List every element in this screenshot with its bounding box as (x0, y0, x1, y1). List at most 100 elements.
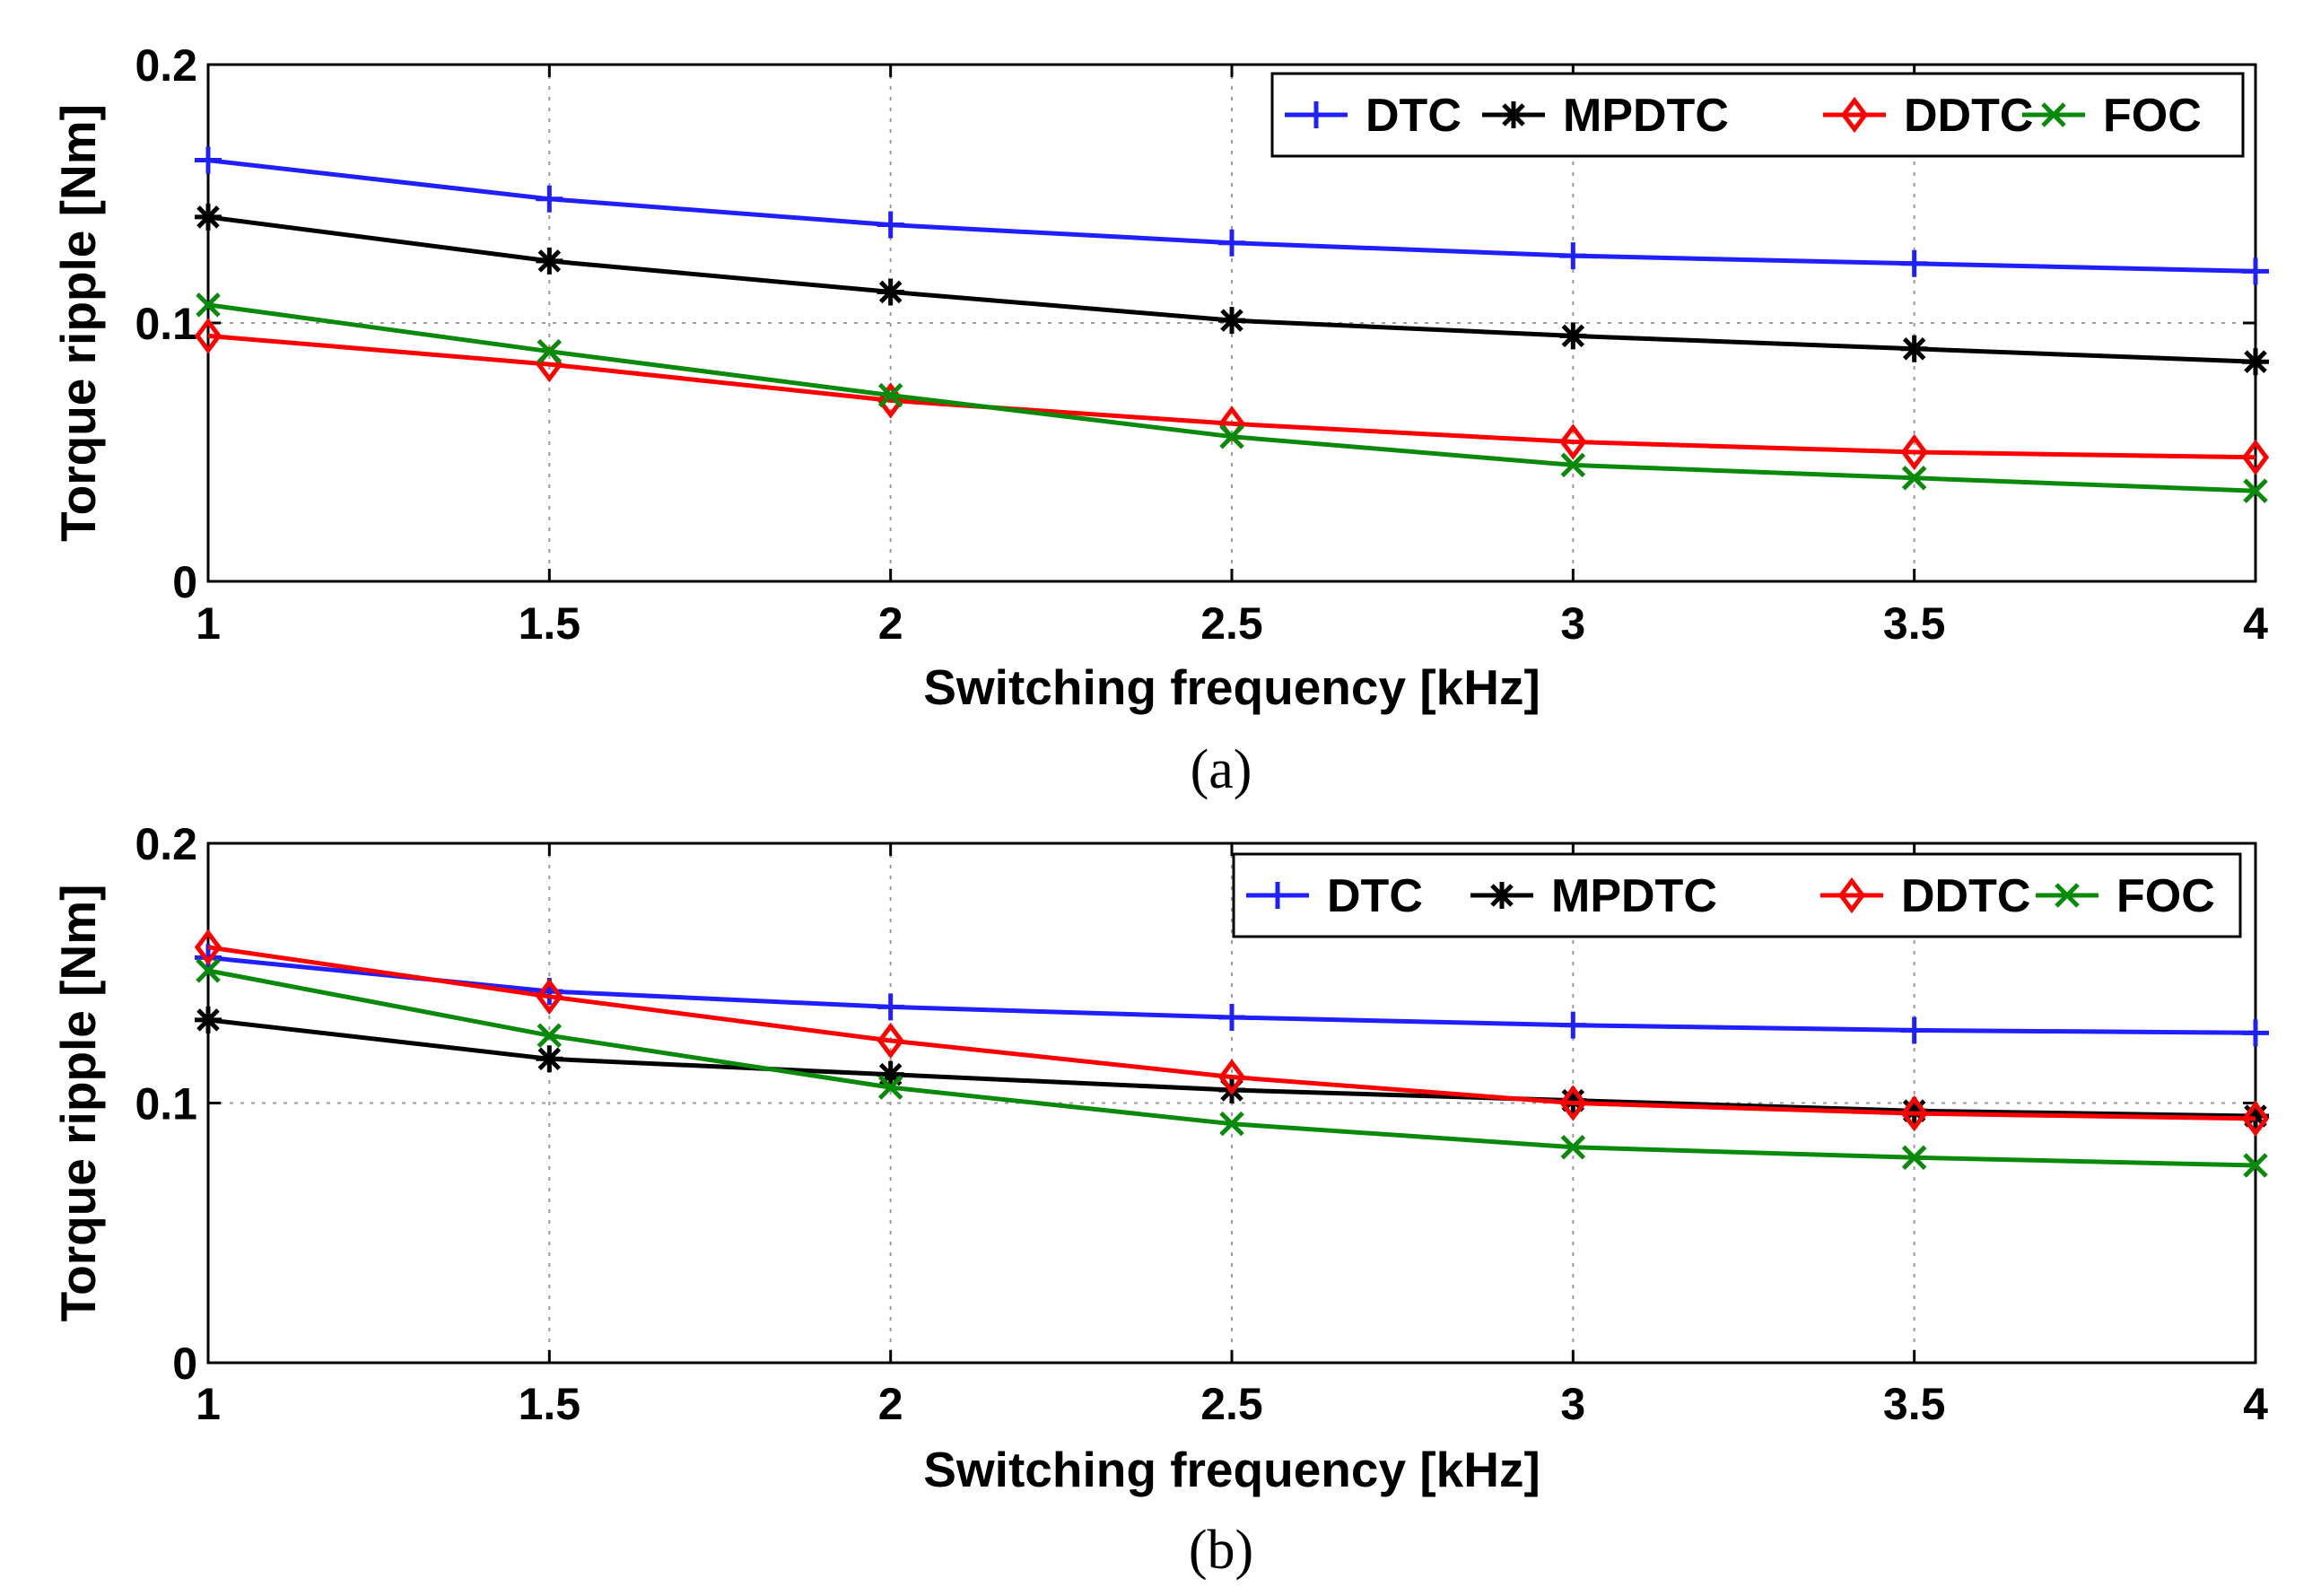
data-point-dtc (1218, 1003, 1245, 1031)
x-tick-label: 4 (2243, 1379, 2268, 1429)
data-point-foc (2243, 1153, 2268, 1178)
chart-a: 1 1.5 2 2.5 3 3.5 4 0 0.1 0.2 Switching frequency … (50, 40, 2270, 800)
series-line-ddtc (207, 333, 2256, 460)
data-point-ddtc (194, 929, 223, 965)
data-point-foc (1560, 452, 1586, 478)
data-point-ddtc (1559, 1085, 1587, 1121)
data-point-mpdtc (1559, 322, 1587, 350)
data-point-foc (1219, 1111, 1244, 1137)
y-tick-label: 0 (172, 1339, 197, 1389)
series-ddtc (194, 929, 2270, 1138)
data-point-foc (1901, 1145, 1927, 1171)
data-point-dtc (877, 993, 904, 1021)
data-point-mpdtc (2242, 348, 2269, 376)
data-point-mpdtc (2242, 1102, 2269, 1129)
x-tick-label: 1.5 (519, 1379, 581, 1429)
legend-marker-dtc (1303, 101, 1330, 128)
legend-label-dtc: DTC (1366, 90, 1462, 142)
data-point-mpdtc (536, 1045, 563, 1073)
x-tick-label: 3.5 (1883, 1379, 1946, 1429)
series-foc (196, 958, 2268, 1178)
legend-marker-ddtc (1840, 96, 1869, 134)
legend-marker-ddtc (1837, 876, 1866, 914)
data-point-dtc (2242, 257, 2269, 285)
data-point-mpdtc (1900, 1097, 1928, 1125)
data-point-foc (196, 958, 221, 983)
y-tick-label: 0.2 (135, 40, 197, 91)
data-point-mpdtc (877, 1060, 904, 1088)
data-point-dtc (195, 146, 222, 174)
data-point-dtc (877, 211, 904, 239)
data-point-foc (196, 292, 221, 318)
data-point-foc (537, 1023, 563, 1048)
y-tick-label: 0.1 (135, 1079, 197, 1129)
x-tick-label: 4 (2243, 598, 2268, 649)
data-point-foc (1901, 466, 1927, 491)
legend-marker-mpdtc (1488, 882, 1515, 909)
legend-box (1232, 852, 2242, 938)
x-tick-label: 2.5 (1200, 598, 1263, 649)
series-line-ddtc (207, 945, 2256, 1121)
data-point-mpdtc (1218, 307, 1245, 335)
legend-marker-foc (2055, 883, 2080, 908)
data-point-mpdtc (536, 247, 563, 275)
x-tick-label: 2 (878, 1379, 903, 1429)
data-point-ddtc (877, 1022, 904, 1060)
data-point-ddtc (1217, 1059, 1246, 1095)
data-point-mpdtc (1900, 335, 1928, 362)
data-point-dtc (1900, 249, 1928, 277)
data-point-dtc (536, 185, 563, 213)
data-point-mpdtc (195, 203, 222, 231)
legend-marker-foc (2041, 102, 2066, 127)
legend-label-foc: FOC (2116, 870, 2215, 922)
legend-label-dtc: DTC (1327, 870, 1423, 922)
data-point-foc (537, 338, 563, 364)
data-point-ddtc (1559, 423, 1587, 460)
legend-label-mpdtc: MPDTC (1551, 870, 1717, 922)
y-axis-label: Torque ripple [Nm] (50, 104, 106, 542)
x-tick-label: 3.5 (1883, 598, 1946, 649)
charts-root: 1 1.5 2 2.5 3 3.5 4 0 0.1 0.2 Switching frequency … (50, 40, 2270, 1581)
series-mpdtc (195, 203, 2269, 376)
data-point-mpdtc (1559, 1086, 1587, 1114)
data-point-mpdtc (195, 1006, 222, 1033)
legend-marker-dtc (1264, 882, 1291, 909)
data-point-dtc (2242, 1019, 2269, 1047)
data-point-dtc (1218, 229, 1245, 257)
legend: DTC MPDTC DDTC FOC (1270, 72, 2245, 158)
data-point-ddtc (194, 318, 223, 354)
data-point-ddtc (2241, 1100, 2270, 1138)
x-axis-label: Switching frequency [kHz] (923, 659, 1540, 715)
figure-caption: (b) (1189, 1520, 1253, 1581)
series-dtc (195, 146, 2269, 285)
data-point-ddtc (2241, 439, 2270, 475)
data-point-foc (2243, 478, 2268, 503)
y-tick-label: 0 (172, 557, 197, 607)
legend-label-ddtc: DDTC (1904, 90, 2033, 142)
series-dtc (195, 944, 2269, 1047)
chart-b: 1 1.5 2 2.5 3 3.5 4 0 0.1 0.2 Switching frequency … (50, 819, 2270, 1581)
data-point-ddtc (1900, 433, 1928, 471)
legend-marker-mpdtc (1500, 101, 1527, 128)
y-tick-label: 0.1 (135, 299, 197, 349)
data-point-foc (1219, 423, 1244, 449)
x-axis-label: Switching frequency [kHz] (923, 1442, 1540, 1497)
data-point-dtc (1559, 1011, 1587, 1039)
data-point-dtc (1559, 242, 1587, 270)
legend-label-mpdtc: MPDTC (1563, 90, 1729, 142)
y-axis-label: Torque ripple [Nm] (50, 885, 106, 1322)
x-tick-label: 3 (1560, 598, 1585, 649)
x-tick-label: 1 (196, 1379, 221, 1429)
data-point-foc (877, 382, 903, 408)
x-tick-label: 3 (1560, 1379, 1585, 1429)
series-foc (196, 292, 2268, 503)
legend-label-ddtc: DDTC (1901, 870, 2030, 922)
x-tick-label: 2 (878, 598, 903, 649)
x-tick-label: 2.5 (1200, 1379, 1263, 1429)
data-point-ddtc (536, 978, 563, 1015)
y-tick-label: 0.2 (135, 819, 197, 869)
legend-label-foc: FOC (2103, 90, 2202, 142)
data-point-mpdtc (877, 278, 904, 306)
data-point-ddtc (1900, 1095, 1928, 1132)
